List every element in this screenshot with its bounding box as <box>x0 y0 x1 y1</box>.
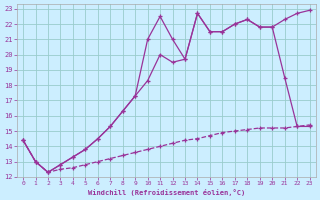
X-axis label: Windchill (Refroidissement éolien,°C): Windchill (Refroidissement éolien,°C) <box>88 189 245 196</box>
